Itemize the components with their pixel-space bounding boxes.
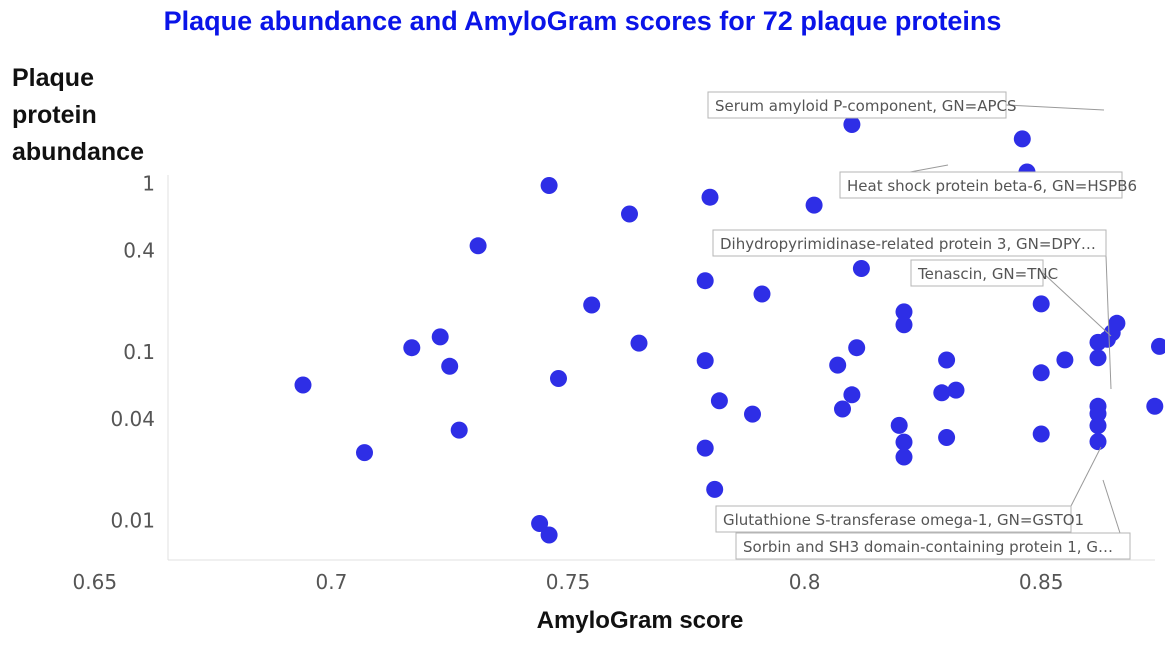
annotation-label: Dihydropyrimidinase-related protein 3, G… bbox=[720, 235, 1096, 253]
annotations: Serum amyloid P-component, GN=APCS Heat s… bbox=[707, 91, 1137, 560]
data-point bbox=[701, 188, 719, 206]
annotation-label: Glutathione S-transferase omega-1, GN=GS… bbox=[723, 511, 1084, 529]
data-point bbox=[710, 392, 728, 410]
annotation-leader-line bbox=[1105, 255, 1112, 390]
data-point bbox=[843, 116, 861, 133]
annotation-leader-line bbox=[1102, 479, 1121, 534]
data-point bbox=[450, 421, 468, 439]
x-tick-label: 0.65 bbox=[73, 570, 118, 594]
data-point bbox=[550, 370, 567, 387]
data-point bbox=[1056, 351, 1074, 369]
x-tick-label: 0.75 bbox=[546, 570, 591, 594]
annotation-leader-line bbox=[1005, 104, 1105, 111]
data-points bbox=[294, 116, 1165, 544]
data-point bbox=[1032, 425, 1050, 443]
x-tick-labels: 0.550.60.650.70.750.80.850.9 bbox=[73, 570, 1064, 594]
data-point bbox=[1146, 397, 1164, 415]
data-point bbox=[441, 357, 459, 375]
data-point bbox=[744, 405, 761, 423]
data-point bbox=[1032, 364, 1050, 382]
data-point bbox=[540, 526, 558, 544]
data-point bbox=[805, 196, 823, 214]
data-point bbox=[848, 339, 866, 357]
x-tick-label: 0.85 bbox=[1019, 570, 1064, 594]
data-point bbox=[403, 339, 421, 357]
data-point bbox=[696, 272, 714, 290]
data-point bbox=[1089, 433, 1107, 451]
annotation-box bbox=[735, 532, 1131, 560]
data-point bbox=[895, 433, 913, 451]
annotation-label: Heat shock protein beta-6, GN=HSPB6 bbox=[847, 177, 1137, 195]
y-axis-label-line: Plaque bbox=[12, 64, 94, 92]
annotation-box bbox=[707, 91, 1007, 119]
annotation-box bbox=[910, 259, 1044, 287]
data-point bbox=[1013, 130, 1031, 148]
data-point bbox=[1032, 295, 1050, 313]
data-point bbox=[895, 316, 913, 334]
y-tick-label: 0.04 bbox=[110, 407, 155, 431]
y-tick-labels: 0.01 0.04 0.1 0.4 1 bbox=[110, 172, 155, 533]
data-point bbox=[890, 416, 908, 434]
data-point bbox=[753, 285, 771, 303]
data-point bbox=[933, 384, 951, 402]
annotation-label: Tenascin, GN=TNC bbox=[917, 265, 1058, 283]
data-point bbox=[1151, 337, 1165, 355]
data-point bbox=[1089, 417, 1107, 435]
data-point bbox=[1108, 314, 1126, 332]
annotation-label: Sorbin and SH3 domain-containing protein… bbox=[743, 538, 1113, 556]
data-point bbox=[696, 439, 714, 457]
data-point bbox=[621, 205, 638, 223]
annotation-box bbox=[712, 229, 1107, 257]
annotation-leader-line bbox=[1042, 272, 1112, 337]
annotation-box bbox=[839, 171, 1123, 199]
data-point bbox=[834, 400, 851, 418]
y-tick-label: 0.01 bbox=[110, 509, 155, 533]
data-point bbox=[356, 444, 373, 462]
data-point bbox=[706, 480, 724, 498]
data-point bbox=[630, 334, 648, 352]
data-point bbox=[938, 351, 956, 369]
data-point bbox=[431, 328, 449, 346]
data-point bbox=[583, 296, 601, 314]
annotation-leader-line bbox=[1070, 446, 1102, 507]
y-axis-label: Plaque protein abundance bbox=[12, 64, 144, 166]
chart-title: Plaque abundance and AmyloGram scores fo… bbox=[163, 6, 1002, 36]
data-point bbox=[1089, 397, 1107, 415]
data-point bbox=[829, 356, 847, 374]
data-point bbox=[294, 376, 312, 394]
data-point bbox=[531, 515, 549, 532]
annotation-leaders bbox=[839, 104, 1121, 534]
y-axis-label-line: protein bbox=[12, 101, 97, 129]
data-point bbox=[895, 303, 913, 321]
x-axis-label: AmyloGram score bbox=[537, 607, 744, 634]
data-point bbox=[947, 381, 965, 399]
x-tick-label: 0.7 bbox=[315, 570, 347, 594]
data-point bbox=[696, 352, 714, 370]
data-point bbox=[938, 429, 956, 446]
annotation-label: Serum amyloid P-component, GN=APCS bbox=[715, 97, 1017, 115]
data-point bbox=[852, 260, 870, 277]
y-tick-label: 0.1 bbox=[123, 340, 155, 364]
x-tick-label: 0.8 bbox=[789, 570, 821, 594]
data-point bbox=[540, 177, 558, 194]
annotation-box bbox=[715, 505, 1072, 533]
data-point bbox=[1089, 349, 1107, 367]
data-point bbox=[469, 237, 487, 255]
data-point bbox=[895, 448, 913, 466]
data-point bbox=[843, 386, 861, 404]
y-tick-label: 1 bbox=[142, 172, 155, 196]
y-tick-label: 0.4 bbox=[123, 239, 155, 263]
y-axis-label-line: abundance bbox=[12, 138, 144, 166]
